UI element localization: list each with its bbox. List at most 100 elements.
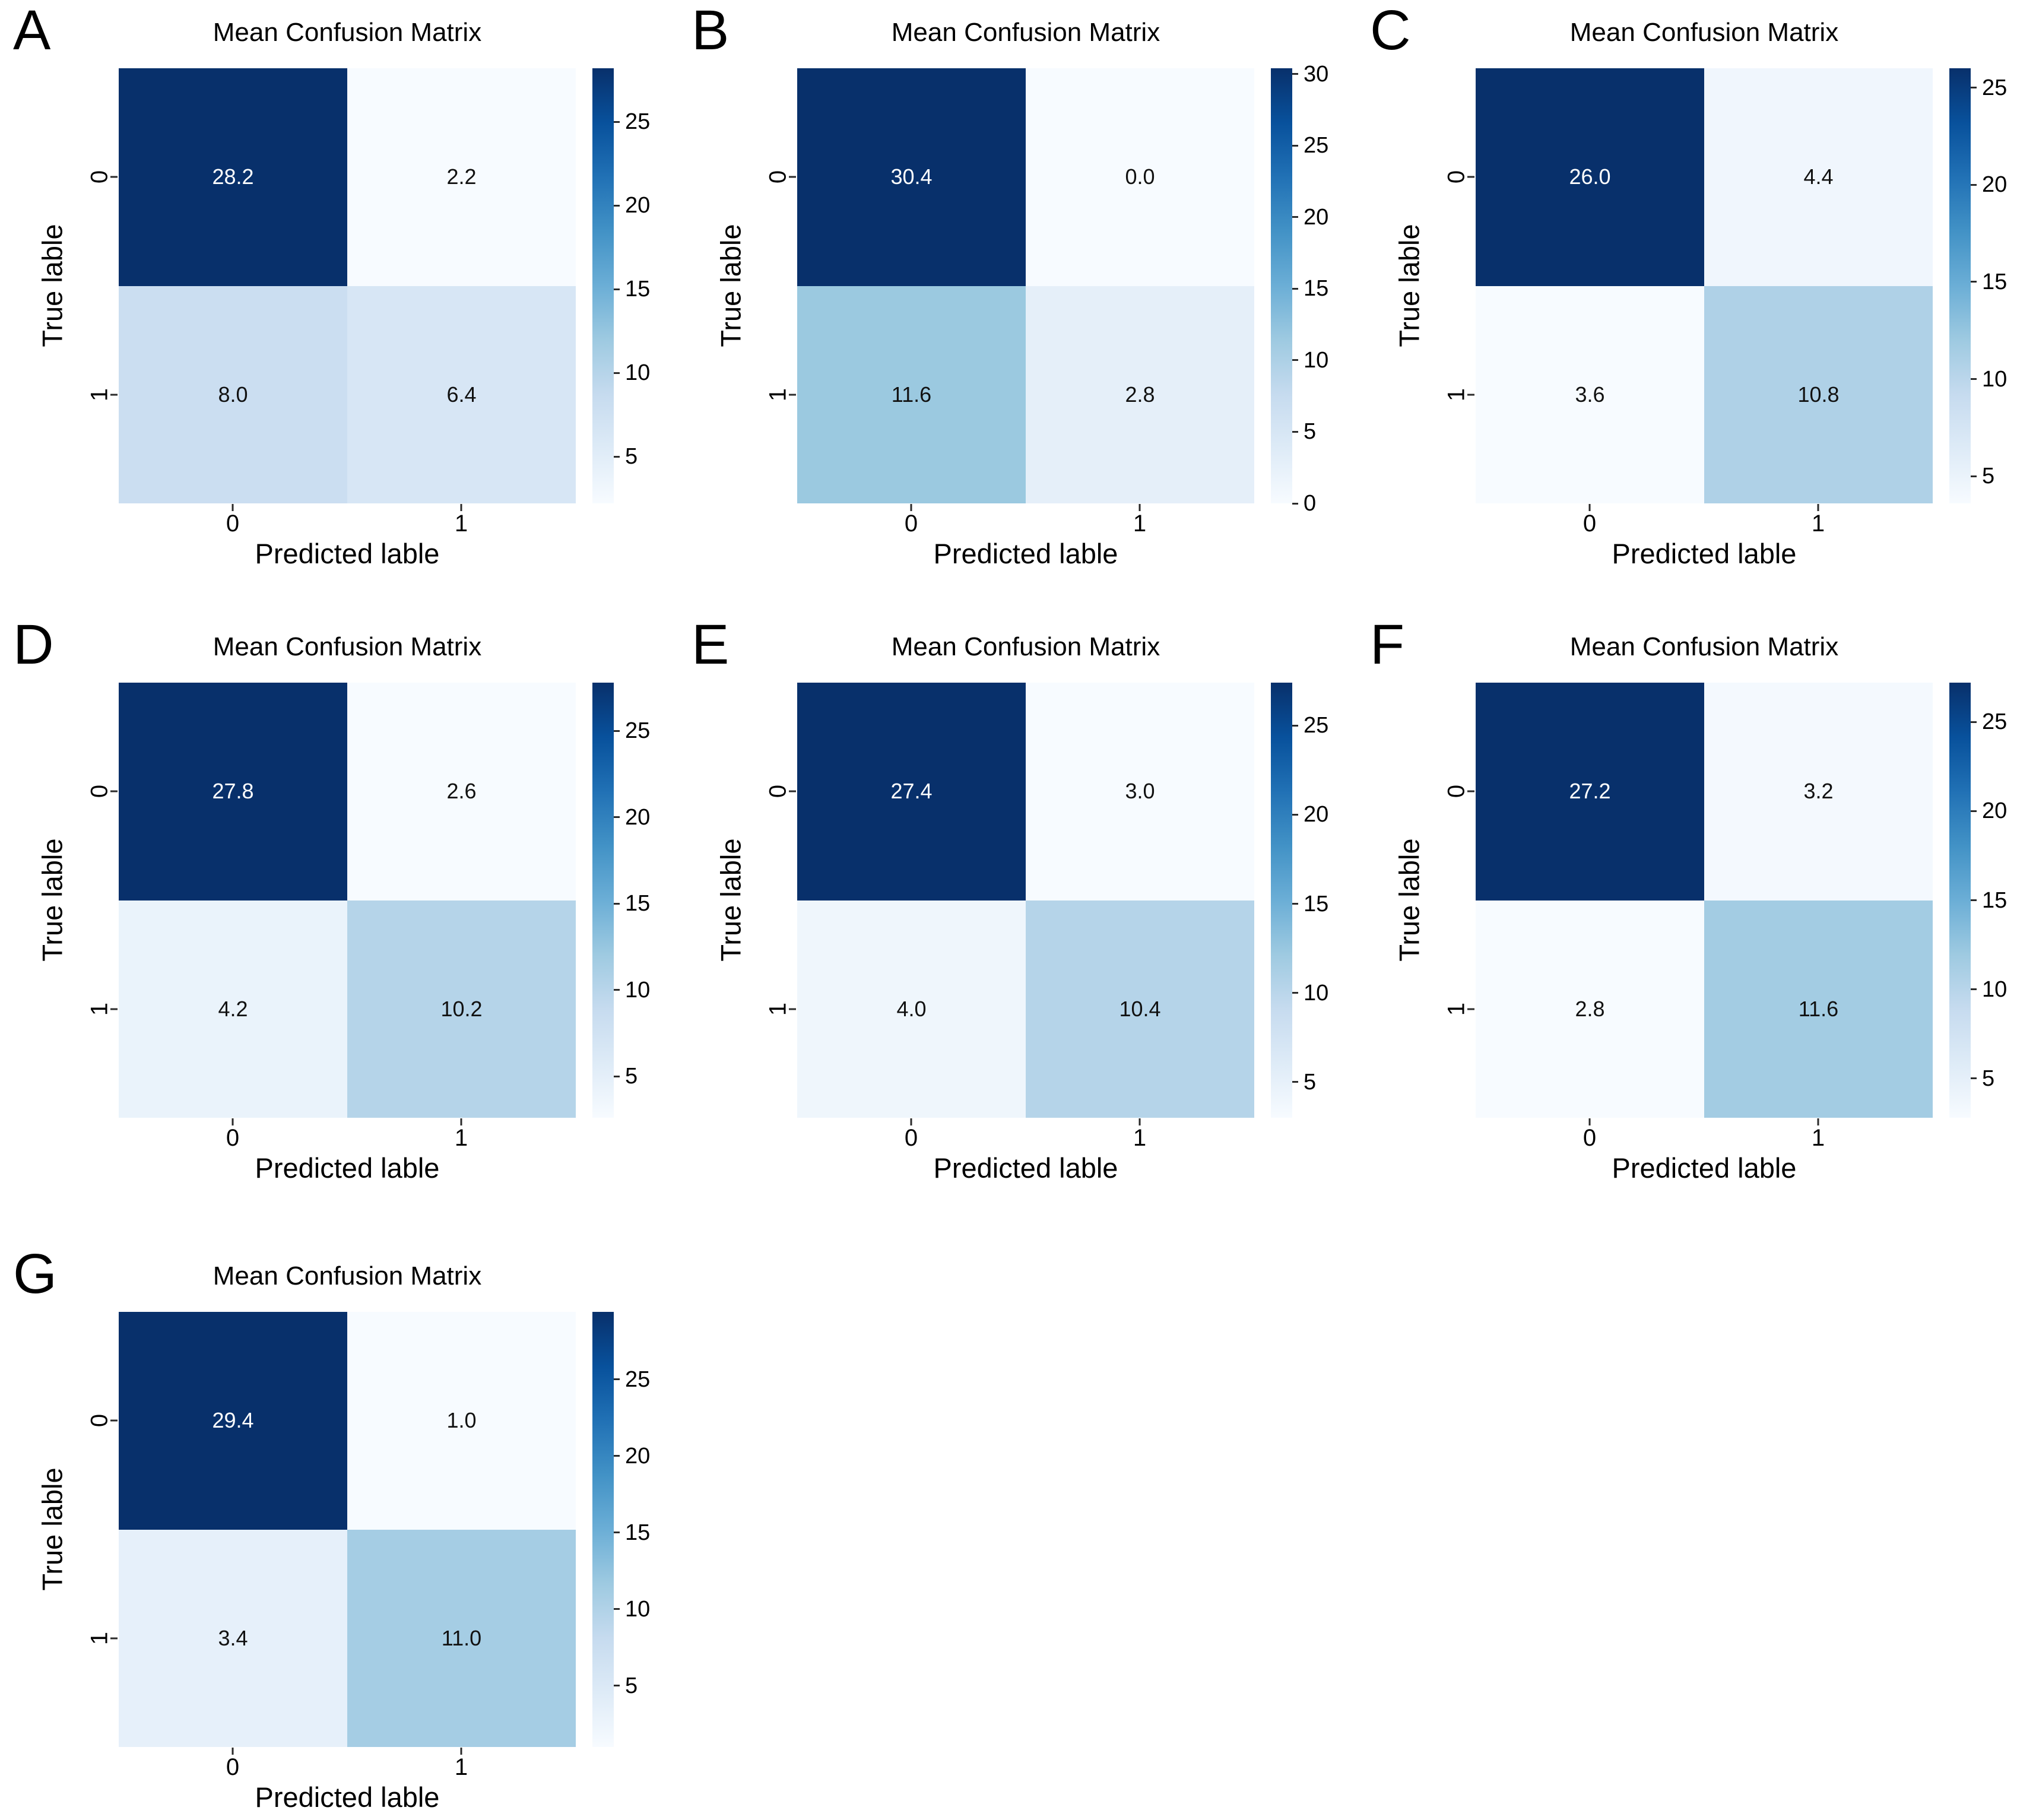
colorbar-tick-mark bbox=[1971, 475, 1977, 477]
confusion-matrix-panel: B Mean Confusion Matrix 30.4 0.0 11.6 2.8 T… bbox=[678, 0, 1357, 614]
colorbar-tick-mark bbox=[1971, 899, 1977, 901]
colorbar-tick-label: 20 bbox=[1304, 802, 1329, 827]
colorbar bbox=[1271, 68, 1292, 503]
colorbar bbox=[592, 683, 614, 1118]
colorbar-tick: 15 bbox=[1292, 277, 1328, 300]
colorbar-tick-mark bbox=[614, 1608, 620, 1610]
colorbar-tick-label: 15 bbox=[1982, 887, 2008, 913]
x-tick-mark bbox=[910, 504, 912, 511]
x-axis-label: Predicted lable bbox=[255, 1781, 440, 1813]
y-tick-mark bbox=[110, 1419, 118, 1422]
colorbar-tick-mark bbox=[614, 730, 620, 732]
x-tick-label: 1 bbox=[454, 1754, 468, 1780]
colorbar-tick-mark bbox=[614, 204, 620, 207]
colorbar-tick-mark bbox=[614, 816, 620, 819]
colorbar-tick: 15 bbox=[614, 278, 650, 300]
x-tick-mark bbox=[231, 1748, 234, 1755]
x-tick-mark bbox=[231, 504, 234, 511]
x-axis-label: Predicted lable bbox=[255, 538, 440, 569]
colorbar-tick-label: 5 bbox=[625, 1064, 638, 1089]
y-axis-label: True lable bbox=[36, 1467, 68, 1591]
matrix-cell: 3.6 bbox=[1476, 286, 1704, 503]
matrix-cell: 27.8 bbox=[119, 683, 347, 901]
x-tick-mark bbox=[1138, 504, 1141, 511]
colorbar-tick-mark bbox=[1292, 903, 1298, 905]
y-tick-label: 0 bbox=[765, 170, 791, 184]
matrix-cell: 3.4 bbox=[119, 1529, 347, 1747]
y-tick-label: 0 bbox=[86, 784, 113, 798]
y-tick-mark bbox=[1467, 176, 1474, 178]
colorbar-tick: 15 bbox=[1971, 271, 2007, 293]
colorbar-tick-mark bbox=[1292, 1081, 1298, 1083]
colorbar-tick-label: 20 bbox=[625, 193, 651, 218]
colorbar-tick: 10 bbox=[614, 979, 650, 1001]
matrix-cell: 6.4 bbox=[347, 286, 576, 503]
chart-title: Mean Confusion Matrix bbox=[213, 1261, 482, 1291]
chart-title: Mean Confusion Matrix bbox=[213, 18, 482, 47]
y-tick-mark bbox=[789, 394, 796, 396]
x-axis-label: Predicted lable bbox=[933, 1152, 1118, 1184]
colorbar-tick-label: 20 bbox=[1982, 172, 2008, 198]
colorbar bbox=[592, 68, 614, 503]
heatmap-matrix: 29.4 1.0 3.4 11.0 bbox=[119, 1312, 576, 1747]
colorbar-tick-mark bbox=[1292, 813, 1298, 816]
colorbar-ticks: 5 10 15 20 25 bbox=[1971, 683, 2036, 1118]
heatmap-matrix: 27.8 2.6 4.2 10.2 bbox=[119, 683, 576, 1118]
x-tick-label: 0 bbox=[226, 1754, 240, 1780]
matrix-cell: 2.8 bbox=[1026, 286, 1254, 503]
colorbar-tick: 25 bbox=[1292, 134, 1328, 157]
colorbar-tick-mark bbox=[1292, 73, 1298, 75]
y-tick-mark bbox=[110, 176, 118, 178]
colorbar-tick: 5 bbox=[1971, 465, 1994, 487]
colorbar-tick: 25 bbox=[1292, 714, 1328, 737]
matrix-cell: 29.4 bbox=[119, 1312, 347, 1530]
heatmap-matrix: 28.2 2.2 8.0 6.4 bbox=[119, 68, 576, 503]
colorbar-tick-label: 20 bbox=[625, 1443, 651, 1469]
matrix-cell: 2.8 bbox=[1476, 900, 1704, 1118]
matrix-cell: 3.0 bbox=[1026, 683, 1254, 901]
y-tick-label: 1 bbox=[86, 1002, 113, 1016]
colorbar-tick-label: 5 bbox=[625, 1673, 638, 1698]
y-tick-mark bbox=[789, 1008, 796, 1010]
matrix-cell: 11.0 bbox=[347, 1529, 576, 1747]
colorbar-tick-mark bbox=[1971, 721, 1977, 723]
colorbar-tick-mark bbox=[1292, 502, 1298, 505]
y-tick-mark bbox=[110, 1008, 118, 1010]
colorbar-tick-label: 10 bbox=[625, 977, 651, 1003]
x-tick-mark bbox=[460, 1118, 462, 1125]
x-tick-mark bbox=[910, 1118, 912, 1125]
y-tick-label: 1 bbox=[765, 388, 791, 402]
y-tick-label: 0 bbox=[765, 784, 791, 798]
heatmap-matrix: 30.4 0.0 11.6 2.8 bbox=[797, 68, 1254, 503]
colorbar-tick-mark bbox=[1292, 992, 1298, 994]
colorbar-tick-mark bbox=[1971, 87, 1977, 89]
colorbar-tick: 5 bbox=[614, 1675, 638, 1697]
y-tick-label: 0 bbox=[1443, 784, 1470, 798]
panel-letter: B bbox=[692, 0, 730, 62]
colorbar-tick-label: 10 bbox=[1304, 980, 1329, 1006]
matrix-cell: 27.4 bbox=[797, 683, 1026, 901]
colorbar-tick: 25 bbox=[614, 110, 650, 133]
matrix-cell: 28.2 bbox=[119, 68, 347, 286]
colorbar-tick-mark bbox=[614, 1378, 620, 1381]
matrix-cell: 2.6 bbox=[347, 683, 576, 901]
x-tick-mark bbox=[1588, 504, 1591, 511]
colorbar-tick-label: 25 bbox=[625, 718, 651, 744]
colorbar-tick: 0 bbox=[1292, 492, 1316, 515]
colorbar-tick-mark bbox=[1971, 378, 1977, 381]
x-tick-mark bbox=[460, 1748, 462, 1755]
colorbar-tick-mark bbox=[1292, 359, 1298, 362]
colorbar-tick-label: 15 bbox=[625, 1520, 651, 1545]
colorbar-ticks: 5 10 15 20 25 bbox=[614, 683, 685, 1118]
y-tick-label: 1 bbox=[86, 1631, 113, 1645]
y-tick-mark bbox=[1467, 1008, 1474, 1010]
colorbar-tick: 20 bbox=[614, 806, 650, 829]
matrix-cell: 27.2 bbox=[1476, 683, 1704, 901]
panel-letter: A bbox=[13, 0, 51, 62]
matrix-cell: 0.0 bbox=[1026, 68, 1254, 286]
colorbar bbox=[1949, 683, 1971, 1118]
y-tick-mark bbox=[110, 1637, 118, 1640]
colorbar-tick-label: 5 bbox=[625, 444, 638, 470]
colorbar-tick-label: 15 bbox=[1304, 891, 1329, 917]
